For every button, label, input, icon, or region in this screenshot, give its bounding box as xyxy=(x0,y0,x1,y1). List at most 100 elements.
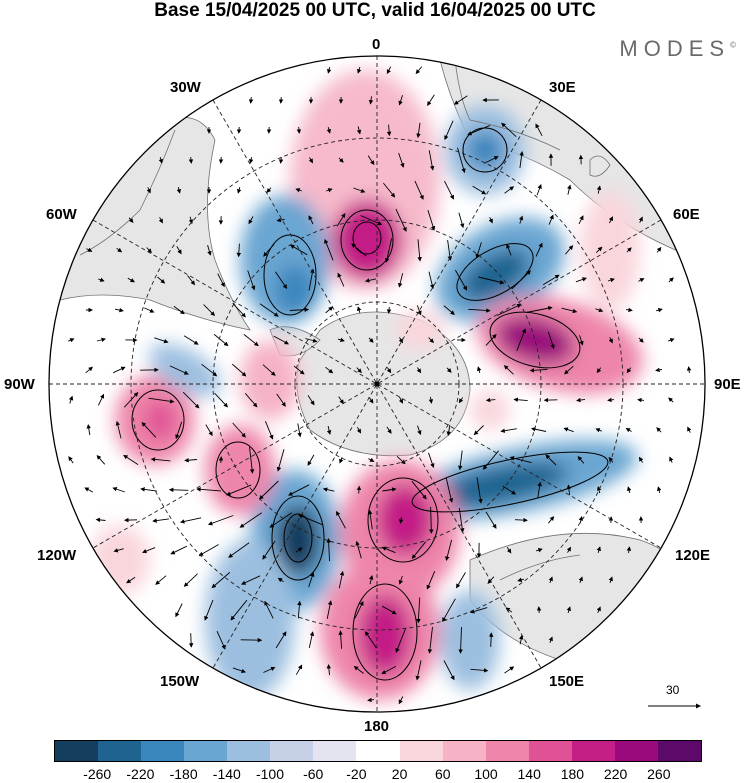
wind-vector xyxy=(537,481,542,498)
wind-vector xyxy=(207,515,234,526)
wind-vector xyxy=(446,424,451,436)
wind-vector xyxy=(158,217,163,224)
wind-vector xyxy=(445,539,453,561)
wind-vector xyxy=(187,275,196,286)
wind-vector xyxy=(579,335,584,346)
wind-vector xyxy=(504,186,515,194)
wind-vector xyxy=(668,397,674,403)
coastlines xyxy=(79,59,611,581)
colorbar-tick-label: -220 xyxy=(126,766,155,782)
wind-vector xyxy=(396,455,406,465)
wind-vector xyxy=(468,308,491,313)
wind-vector xyxy=(123,392,139,408)
wind-vector xyxy=(308,215,314,225)
wind-vector xyxy=(626,367,632,374)
wind-vector xyxy=(414,180,424,200)
wind-vector xyxy=(514,517,528,523)
wind-vector xyxy=(368,337,374,343)
wind-vector xyxy=(232,363,247,377)
wind-vector xyxy=(608,337,613,344)
lon-label-120e: 120E xyxy=(675,547,711,564)
wind-vector xyxy=(273,335,289,345)
wind-vector xyxy=(278,156,284,164)
wind-vector xyxy=(427,94,435,106)
wind-vector xyxy=(168,487,189,493)
wind-vector xyxy=(497,303,522,316)
wind-vector xyxy=(146,187,151,194)
wind-vector xyxy=(595,246,603,254)
wind-vector xyxy=(326,126,332,134)
wind-vector xyxy=(123,454,139,465)
wind-vector xyxy=(196,487,221,492)
wind-vector xyxy=(96,337,106,343)
colorbar-cell xyxy=(141,741,185,761)
wind-vector xyxy=(416,367,422,374)
wind-vector xyxy=(308,572,315,588)
wind-vector xyxy=(398,337,403,344)
wind-vector xyxy=(288,484,310,496)
wind-vector xyxy=(564,365,574,375)
wind-vector xyxy=(381,605,397,615)
wind-vector xyxy=(113,366,126,374)
wind-vector xyxy=(368,96,374,105)
wind-vector xyxy=(513,397,528,402)
logo-mark: © xyxy=(730,40,736,50)
wind-vector xyxy=(207,244,212,256)
wind-vector xyxy=(488,632,494,647)
wind-vector xyxy=(68,395,74,404)
wind-vector xyxy=(655,307,663,313)
wind-vector xyxy=(626,486,632,494)
wind-vector xyxy=(427,627,433,654)
wind-vector xyxy=(567,184,572,195)
wind-vector xyxy=(338,157,344,163)
wind-vector xyxy=(307,454,315,466)
colorbar-cell xyxy=(528,741,572,761)
colorbar-tick-label: -60 xyxy=(303,766,324,782)
wind-vector xyxy=(239,512,262,528)
wind-vector xyxy=(351,243,367,257)
wind-vector xyxy=(565,245,574,255)
wind-vector xyxy=(307,395,315,406)
wind-vector xyxy=(308,631,315,648)
colorbar-tick-label: -100 xyxy=(255,766,285,782)
wind-vector xyxy=(204,599,214,621)
wind-vector xyxy=(483,156,499,164)
wind-vector xyxy=(154,337,169,344)
wind-vector xyxy=(357,66,362,74)
wind-vector xyxy=(353,187,366,193)
wind-vector xyxy=(298,514,324,526)
colorbar-tick-label: 100 xyxy=(474,766,498,782)
wind-vector xyxy=(470,668,489,673)
wind-vector xyxy=(182,391,200,409)
wind-vector xyxy=(325,306,334,314)
wind-vector xyxy=(547,331,555,350)
wind-vector xyxy=(417,239,422,262)
pole-marker xyxy=(374,381,380,387)
wind-vector xyxy=(228,542,250,558)
colorbar-tick-label: -140 xyxy=(212,766,241,782)
wind-vector xyxy=(230,599,248,621)
wind-vector xyxy=(506,243,512,256)
wind-vector xyxy=(455,269,468,291)
wind-vector xyxy=(205,424,213,437)
wind-vector xyxy=(353,665,364,674)
wind-vector xyxy=(183,573,198,587)
wind-vector xyxy=(487,576,495,584)
colorbar-cell xyxy=(313,741,357,761)
colorbar-cell xyxy=(657,741,701,761)
polar-map xyxy=(48,55,706,713)
wind-vector xyxy=(607,397,615,403)
wind-vector xyxy=(502,485,517,495)
wind-vector xyxy=(322,487,335,492)
wind-vector xyxy=(504,666,515,674)
lon-label-60w: 60W xyxy=(46,206,77,223)
wind-vector xyxy=(367,509,373,530)
wind-vector xyxy=(127,277,135,283)
wind-vector xyxy=(595,428,602,433)
wind-vector xyxy=(444,120,454,141)
wind-vector xyxy=(637,397,645,403)
colorbar-tick-label: -20 xyxy=(346,766,367,782)
wind-vector xyxy=(357,306,362,314)
wind-vector xyxy=(478,276,505,285)
wind-vector xyxy=(259,303,279,317)
